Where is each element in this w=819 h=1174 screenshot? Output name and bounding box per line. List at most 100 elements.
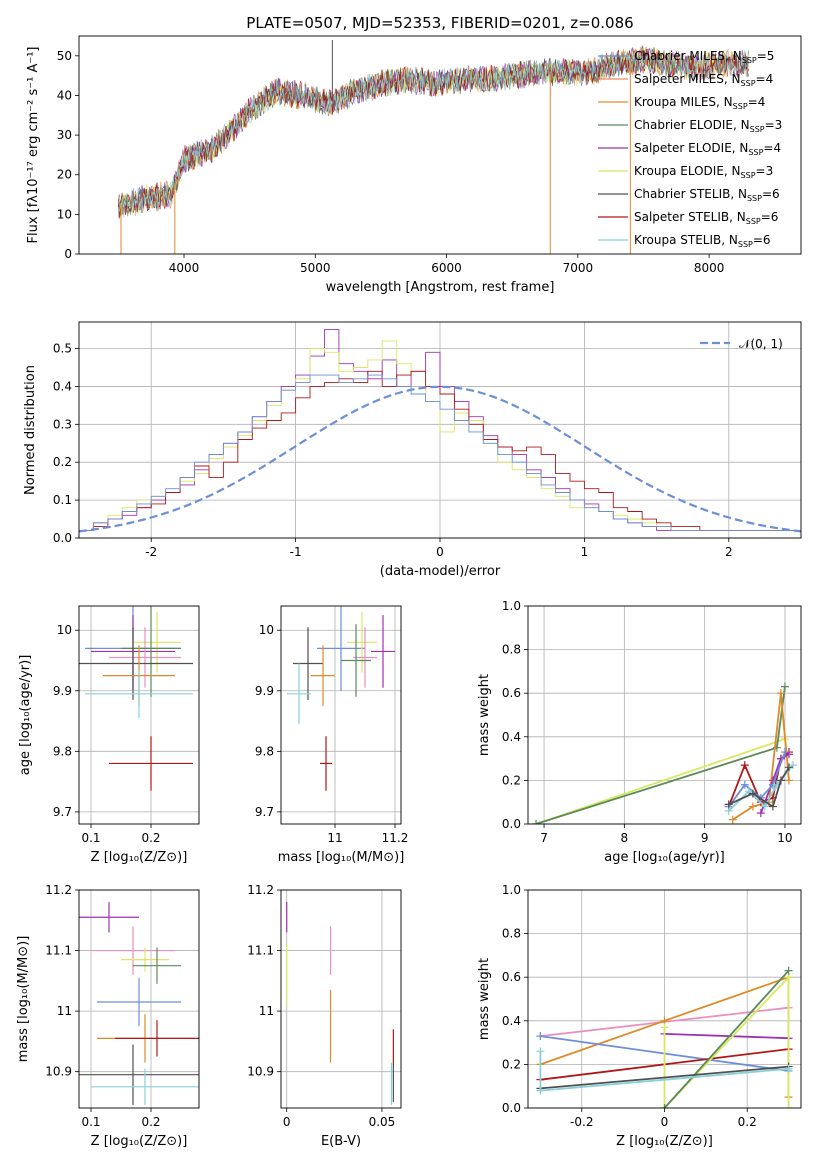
x-tick-label: 6000 — [431, 261, 462, 275]
y-axis-label: Flux [fλ10⁻¹⁷ erg cm⁻² s⁻¹ A⁻¹] — [26, 47, 41, 244]
legend-entry: Chabrier MILES, NSSP=5 — [634, 49, 774, 65]
y-tick-label: 0.0 — [53, 531, 72, 545]
legend-entry-tail: =4 — [763, 141, 781, 155]
spectrum-legend: Chabrier MILES, NSSP=5 Salpeter MILES, NS… — [598, 49, 782, 249]
legend-entry-sub: SSP — [748, 148, 763, 157]
x-tick-label: 0 — [436, 545, 444, 559]
x-tick-label: 0.05 — [369, 1115, 396, 1129]
y-tick-label: 0.4 — [502, 730, 521, 744]
legend-entry-tail: =6 — [762, 187, 780, 201]
massweight-line — [535, 693, 786, 824]
massweight-marker — [536, 1032, 545, 1041]
x-tick-label: 0.2 — [141, 831, 160, 845]
x-axis-label: (data-model)/error — [380, 564, 501, 579]
mass_vs_z-axes — [75, 889, 199, 1112]
x-axis-label: E(B-V) — [321, 1134, 361, 1149]
x-tick-label: 0.1 — [81, 1115, 100, 1129]
y-tick-label: 9.7 — [53, 805, 72, 819]
x-axis-label: age [log₁₀(age/yr)] — [604, 850, 725, 865]
massweight-line — [664, 1033, 789, 1040]
massweight-marker — [748, 802, 757, 811]
legend-entry-sub: SSP — [733, 102, 748, 111]
age_vs_mass-frame — [280, 605, 402, 825]
massweight_vs_z-frame — [527, 889, 802, 1109]
legend-entry: Kroupa STELIB, NSSP=6 — [634, 233, 771, 249]
y-tick-label: 10 — [57, 207, 72, 221]
massweight-marker — [776, 776, 785, 785]
x-tick-label: -0.2 — [570, 1115, 593, 1129]
y-tick-label: 0.6 — [502, 970, 521, 984]
legend-entry: Salpeter MILES, NSSP=4 — [634, 72, 773, 88]
legend-entry: Salpeter ELODIE, NSSP=4 — [634, 141, 781, 157]
massweight-marker — [784, 750, 793, 759]
x-tick-label: -1 — [290, 545, 302, 559]
y-tick-label: 9.9 — [255, 684, 274, 698]
massweight-marker — [776, 689, 785, 698]
legend-entry-main: Chabrier ELODIE, N — [634, 118, 750, 132]
massweight_vs_age-frame — [527, 605, 802, 825]
legend-entry-tail: =4 — [756, 72, 774, 86]
legend-entry: Salpeter STELIB, NSSP=6 — [634, 210, 778, 226]
legend-entry-main: Salpeter STELIB, N — [634, 210, 746, 224]
legend-entry-main: Chabrier MILES, N — [634, 49, 742, 63]
legend-entry-main: Kroupa MILES, N — [634, 95, 733, 109]
legend-entry-sub: SSP — [741, 171, 756, 180]
y-tick-label: 1.0 — [502, 883, 521, 897]
y-tick-label: 0.2 — [53, 455, 72, 469]
y-axis-label: mass [log₁₀(M/M⊙)] — [16, 936, 31, 1063]
y-tick-label: 0.4 — [53, 379, 72, 393]
y-tick-label: 10 — [57, 623, 72, 637]
histogram-steps — [79, 374, 801, 538]
legend-entry-tail: =6 — [761, 210, 779, 224]
massweight-marker — [784, 776, 793, 785]
legend-entry-sub: SSP — [741, 79, 756, 88]
x-tick-label: 7 — [540, 831, 548, 845]
massweight-line — [540, 1065, 789, 1090]
y-tick-label: 11.1 — [247, 944, 274, 958]
legend-entry: 𝒩(0, 1) — [739, 337, 783, 351]
legend-entry-main: Salpeter ELODIE, N — [634, 141, 748, 155]
legend-entry: Kroupa ELODIE, NSSP=3 — [634, 164, 773, 180]
spectrum-frame — [78, 35, 802, 255]
legend-entry: Chabrier STELIB, NSSP=6 — [634, 187, 780, 203]
y-tick-label: 9.8 — [255, 744, 274, 758]
y-tick-label: 0.2 — [502, 773, 521, 787]
legend-entry-tail: =3 — [765, 118, 783, 132]
y-tick-label: 9.9 — [53, 684, 72, 698]
legend-entry: Kroupa MILES, NSSP=4 — [634, 95, 765, 111]
massweight-marker — [532, 820, 541, 824]
age_vs_z-axes — [75, 606, 199, 828]
y-tick-label: 10 — [259, 623, 274, 637]
y-tick-label: 0.4 — [502, 1014, 521, 1028]
x-tick-label: 9 — [701, 831, 709, 845]
massweight-marker — [724, 800, 733, 809]
y-tick-label: 30 — [57, 128, 72, 142]
age_vs_z-frame — [78, 605, 200, 825]
massweight-marker — [536, 1086, 545, 1095]
x-tick-label: 4000 — [169, 261, 200, 275]
y-axis-label: mass weight — [477, 958, 492, 1040]
legend-entry-tail: =3 — [756, 164, 774, 178]
x-tick-label: 5000 — [300, 261, 331, 275]
x-axis-label: mass [log₁₀(M/M⊙)] — [278, 850, 405, 865]
y-tick-label: 0.2 — [502, 1057, 521, 1071]
massweight-marker — [660, 1023, 669, 1032]
spectrum-series-line — [118, 48, 749, 218]
legend-entry-sub: SSP — [750, 125, 765, 134]
y-tick-label: 0.1 — [53, 493, 72, 507]
legend-entry-main: Kroupa ELODIE, N — [634, 164, 741, 178]
massweight-marker — [748, 789, 757, 798]
massweight_vs_z-axes — [524, 889, 801, 1112]
y-tick-label: 0.8 — [502, 927, 521, 941]
y-tick-label: 1.0 — [502, 599, 521, 613]
y-tick-label: 11 — [259, 1004, 274, 1018]
massweight-marker — [784, 1064, 793, 1073]
mass_vs_ebv-frame — [280, 889, 402, 1109]
x-tick-label: 8 — [621, 831, 629, 845]
x-tick-label: 8000 — [694, 261, 725, 275]
x-tick-label: 2 — [725, 545, 733, 559]
histogram-steps — [79, 340, 801, 538]
massweight-line — [760, 753, 790, 814]
y-tick-label: 40 — [57, 88, 72, 102]
x-tick-label: 0.1 — [81, 831, 100, 845]
